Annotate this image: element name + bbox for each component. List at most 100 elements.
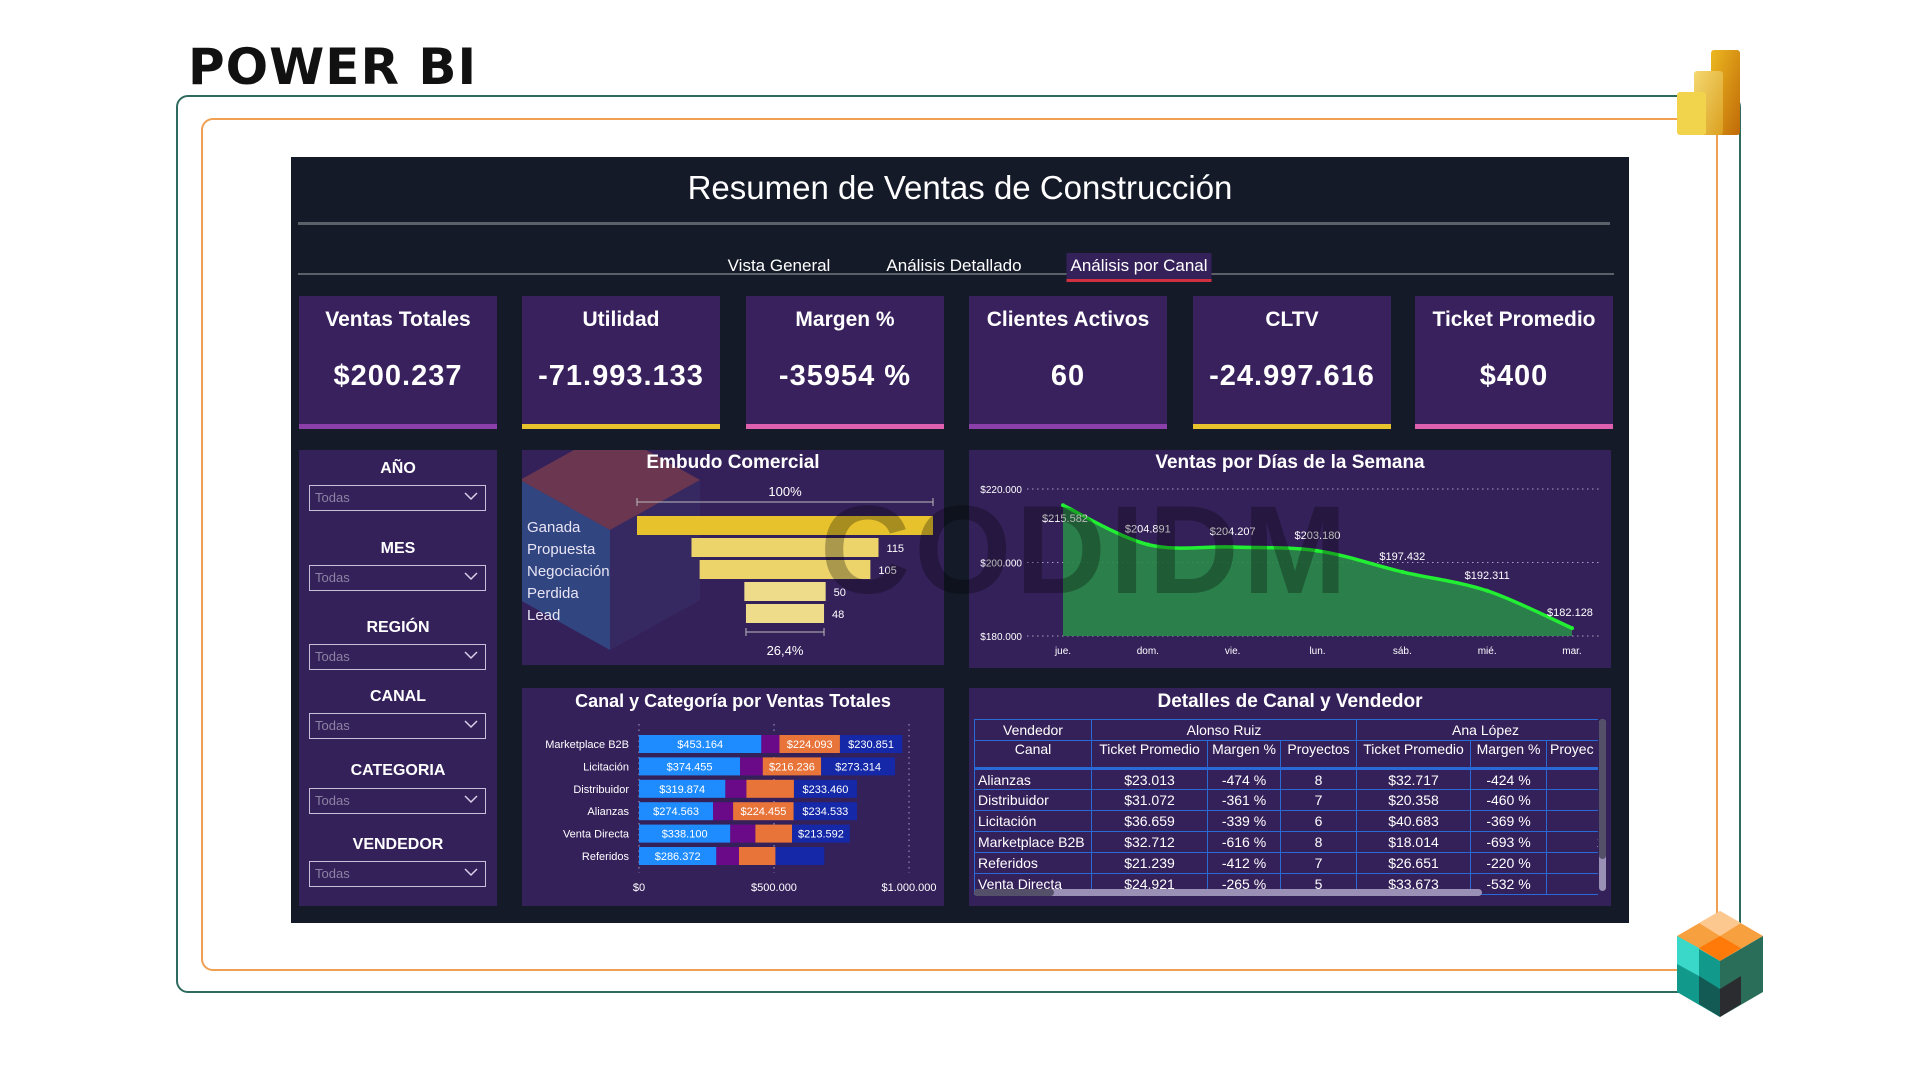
slicer-value: Todas — [315, 866, 350, 881]
bar-segment[interactable] — [733, 802, 794, 821]
bar-segment[interactable] — [730, 824, 756, 843]
bar-segment[interactable] — [739, 847, 776, 865]
group-header: Alonso Ruiz — [1091, 719, 1357, 741]
kpi-card: Margen % -35954 % — [746, 296, 944, 429]
bar-segment[interactable] — [775, 847, 825, 865]
funnel-bar[interactable] — [691, 538, 879, 557]
slicer-dropdown[interactable]: Todas — [309, 788, 486, 814]
funnel-value-label: 115 — [887, 543, 905, 555]
data-point[interactable] — [1145, 542, 1150, 547]
slicer-dropdown[interactable]: Todas — [309, 565, 486, 591]
data-point[interactable] — [1485, 588, 1490, 593]
bar-segment[interactable] — [779, 735, 840, 753]
bar-segment[interactable] — [725, 779, 747, 798]
bar-segment[interactable] — [713, 802, 734, 821]
slicer-dropdown[interactable]: Todas — [309, 485, 486, 511]
kpi-title: Ticket Promedio — [1432, 308, 1596, 331]
bar-segment[interactable] — [639, 847, 717, 865]
funnel-value-label: 50 — [834, 587, 846, 599]
bar-segment[interactable] — [639, 802, 714, 821]
channel-category-title: Canal y Categoría por Ventas Totales — [575, 691, 891, 711]
kpi-card: Ticket Promedio $400 — [1415, 296, 1613, 429]
group-header-label: Vendedor — [974, 719, 1092, 741]
column-header[interactable]: Proyectos — [1280, 740, 1357, 769]
column-header[interactable]: Margen % — [1470, 740, 1547, 769]
canal-cell: Referidos — [974, 852, 1092, 874]
canal-cell: Distribuidor — [974, 789, 1092, 811]
table-cell: -361 % — [1207, 789, 1281, 811]
funnel-bar[interactable] — [699, 560, 871, 579]
tabs-divider — [298, 273, 1614, 275]
data-point[interactable] — [1230, 545, 1235, 550]
channel-category-panel: Canal y Categoría por Ventas Totales $0 $… — [522, 688, 944, 906]
bar-value-label: $230.851 — [848, 739, 894, 751]
column-header[interactable]: Ticket Promedio — [1356, 740, 1471, 769]
table-cell: 7 — [1545, 873, 1598, 895]
funnel-category-label: Ganada — [527, 519, 581, 536]
slicer-dropdown[interactable]: Todas — [309, 713, 486, 739]
funnel-category-label: Perdida — [527, 585, 579, 602]
weekday-sales-chart: $180.000 $200.000 $220.000 $215.582 jue. $204… — [980, 485, 1602, 657]
slicer-value: Todas — [315, 490, 350, 505]
table-cell: -532 % — [1470, 873, 1547, 895]
column-header[interactable]: Ticket Promedio — [1091, 740, 1208, 769]
bar-segment[interactable] — [639, 824, 731, 843]
bar-segment[interactable] — [793, 802, 858, 821]
bar-segment[interactable] — [639, 779, 726, 798]
bar-segment[interactable] — [793, 779, 857, 798]
table-cell: $40.683 — [1356, 810, 1471, 832]
tab-analisis-por-canal[interactable]: Análisis por Canal — [1066, 253, 1212, 282]
data-point[interactable] — [1061, 503, 1065, 508]
bar-segment[interactable] — [792, 824, 850, 843]
bar-segment[interactable] — [716, 847, 740, 865]
bar-segment[interactable] — [761, 735, 780, 753]
table-row: Marketplace B2B $32.712 -616 % 8 $18.014 -693… — [974, 831, 1598, 853]
data-point[interactable] — [1400, 569, 1405, 574]
funnel-category-label: Negociación — [527, 563, 610, 580]
column-header[interactable]: Proyec — [1545, 740, 1598, 769]
bar-segment[interactable] — [746, 779, 794, 798]
bar-segment[interactable] — [740, 757, 763, 776]
channel-seller-panel: Detalles de Canal y Vendedor Vendedor Al… — [969, 688, 1611, 906]
funnel-top-percent: 100% — [768, 484, 802, 499]
vertical-scrollbar-thumb[interactable] — [1599, 719, 1606, 859]
kpi-card: Clientes Activos 60 — [969, 296, 1167, 429]
column-header[interactable]: Margen % — [1207, 740, 1281, 769]
funnel-chart: Ganada Propuesta 115 Negociación 105 Perdida 5… — [527, 484, 934, 658]
details-table-viewport: Vendedor Alonso Ruiz Ana López Canal Tic… — [974, 719, 1598, 896]
data-point[interactable] — [1315, 548, 1320, 553]
bar-segment[interactable] — [639, 757, 741, 776]
y-tick-label: $180.000 — [980, 632, 1022, 643]
kpi-value: $200.237 — [333, 360, 463, 392]
kpi-card: Utilidad -71.993.133 — [522, 296, 720, 429]
tab-vista-general[interactable]: Vista General — [727, 256, 831, 275]
slicer-dropdown[interactable]: Todas — [309, 644, 486, 670]
slicer-label: VENDEDOR — [352, 836, 444, 853]
funnel-bar[interactable] — [637, 516, 933, 535]
slicer-dropdown[interactable]: Todas — [309, 861, 486, 887]
kpi-accent-bar — [1193, 424, 1391, 429]
cube-logo-icon — [1677, 911, 1763, 1017]
canal-cell: Alianzas — [974, 768, 1092, 790]
slicer-value: Todas — [315, 793, 350, 808]
bar-segment[interactable] — [839, 735, 903, 753]
bar-segment[interactable] — [762, 757, 822, 776]
horizontal-scrollbar[interactable] — [974, 889, 1482, 896]
bar-value-label: $338.100 — [662, 829, 708, 841]
table-cell: -339 % — [1207, 810, 1281, 832]
brand-title: POWER BI — [188, 38, 478, 96]
bar-segment[interactable] — [821, 757, 895, 776]
funnel-bar[interactable] — [744, 582, 826, 601]
bar-segment[interactable] — [639, 735, 762, 753]
tab-analisis-detallado[interactable]: Análisis Detallado — [886, 256, 1022, 275]
kpi-title: CLTV — [1265, 308, 1319, 331]
data-point[interactable] — [1570, 626, 1574, 631]
horizontal-scrollbar-thumb[interactable] — [974, 889, 1054, 896]
bar-value-label: $213.592 — [798, 829, 844, 841]
table-cell: -693 % — [1470, 831, 1547, 853]
table-cell: -474 % — [1207, 768, 1281, 790]
bar-segment[interactable] — [755, 824, 793, 843]
funnel-bar[interactable] — [745, 604, 825, 623]
vertical-scrollbar[interactable] — [1599, 719, 1606, 891]
table-cell: $23.013 — [1091, 768, 1208, 790]
